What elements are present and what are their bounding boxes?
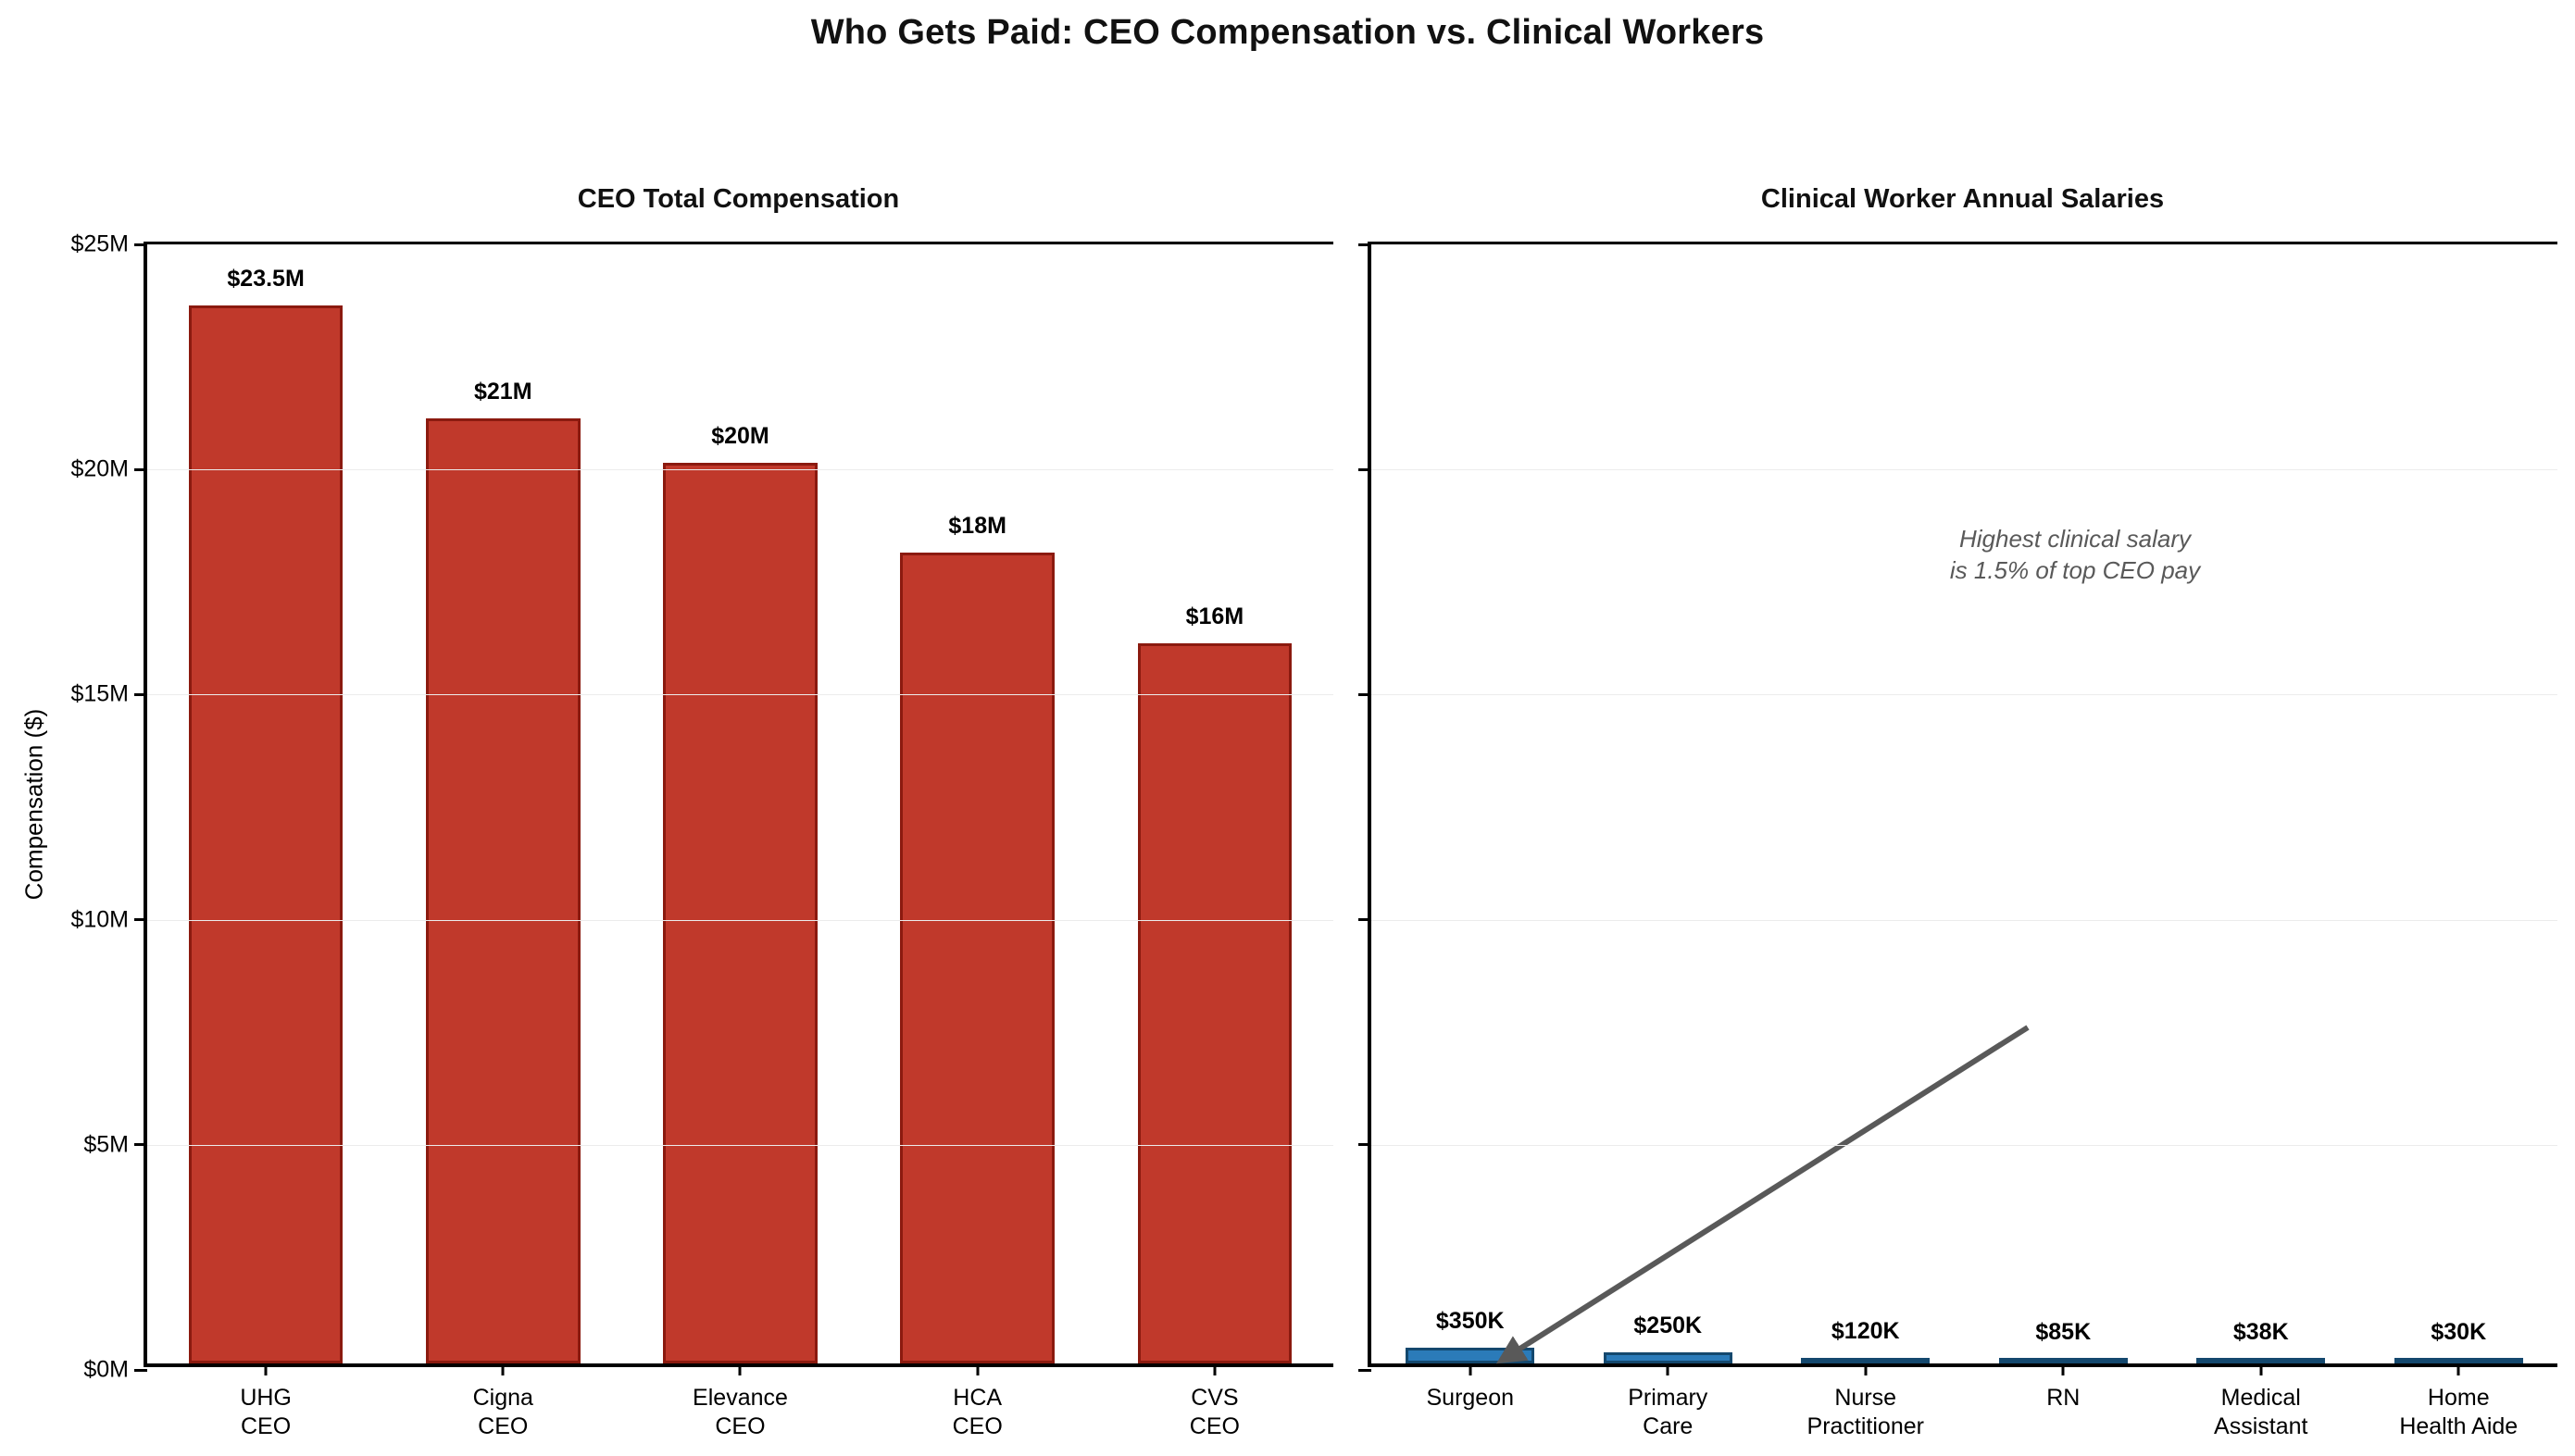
- bar-elevance-ceo[interactable]: [663, 463, 818, 1363]
- clinical-salaries-panel: Clinical Worker Annual Salaries $350K Sur…: [1358, 184, 2558, 1439]
- bar-slot: $23.5M UHG CEO: [147, 244, 384, 1439]
- bar-surgeon[interactable]: [1406, 1347, 1535, 1363]
- ceo-compensation-panel: CEO Total Compensation Compensation ($) …: [20, 184, 1333, 1439]
- x-tick-label: Medical Assistant: [2214, 1385, 2308, 1439]
- ceo-y-tick-mark: [134, 1368, 147, 1372]
- bar-primary-care[interactable]: [1603, 1351, 1732, 1363]
- x-tick-mark: [1213, 1363, 1217, 1375]
- gridline: [1371, 694, 2557, 696]
- clinical-y-tick-mark: [1358, 1143, 1371, 1147]
- bar-value-label: $350K: [1435, 1307, 1505, 1334]
- x-tick-label: RN: [2046, 1385, 2081, 1411]
- bar-medical-assistant[interactable]: [2196, 1358, 2326, 1363]
- bar-slot: $120K Nurse Practitioner: [1767, 244, 1965, 1439]
- gridline: [147, 919, 1333, 921]
- gridline: [1371, 1144, 2557, 1146]
- clinical-y-tick-mark: [1358, 467, 1371, 471]
- bar-value-label: $85K: [2035, 1319, 2092, 1345]
- clinical-y-tick-mark: [1358, 243, 1371, 246]
- bar-value-label: $38K: [2232, 1319, 2289, 1345]
- bar-slot: $38K Medical Assistant: [2162, 244, 2360, 1439]
- x-tick-mark: [738, 1363, 742, 1375]
- figure-suptitle: Who Gets Paid: CEO Compensation vs. Clin…: [810, 13, 1765, 52]
- bar-slot: $16M CVS CEO: [1096, 244, 1333, 1439]
- bar-home-health-aide[interactable]: [2394, 1358, 2523, 1363]
- x-tick-mark: [1666, 1363, 1669, 1375]
- ceo-y-axis-label: Compensation ($): [19, 708, 48, 901]
- clinical-y-tick-mark: [1358, 1368, 1371, 1372]
- x-tick-mark: [1469, 1363, 1472, 1375]
- x-tick-mark: [501, 1363, 505, 1375]
- ceo-y-tick-mark: [134, 243, 147, 246]
- bar-value-label: $250K: [1633, 1312, 1703, 1338]
- clinical-y-tick-mark: [1358, 692, 1371, 696]
- x-tick-mark: [2456, 1363, 2460, 1375]
- x-tick-label: Home Health Aide: [2399, 1385, 2519, 1439]
- bar-value-label: $21M: [474, 378, 532, 404]
- ceo-y-tick-label: $10M: [70, 906, 129, 933]
- ceo-bar-group: $23.5M UHG CEO $21M Cigna CEO $20M Elevance C…: [147, 244, 1333, 1439]
- bar-slot: $250K Primary Care: [1569, 244, 1768, 1439]
- ceo-y-tick-label: $25M: [70, 230, 129, 257]
- x-tick-mark: [1864, 1363, 1868, 1375]
- ceo-y-tick-label: $20M: [70, 455, 129, 482]
- clinical-plot-area: $350K Surgeon $250K Primary Care $120K Nurse …: [1358, 242, 2558, 1439]
- x-tick-mark: [2061, 1363, 2065, 1375]
- bar-slot: $21M Cigna CEO: [384, 244, 621, 1439]
- gridline: [147, 469, 1333, 471]
- ceo-y-tick-label: $5M: [83, 1131, 129, 1158]
- clinical-panel-title: Clinical Worker Annual Salaries: [1760, 184, 2165, 214]
- bar-slot: $350K Surgeon: [1371, 244, 1569, 1411]
- x-tick-label: CVS CEO: [1189, 1385, 1240, 1439]
- clinical-y-tick-mark: [1358, 918, 1371, 922]
- ceo-y-tick-mark: [134, 467, 147, 471]
- ceo-y-tick-mark: [134, 918, 147, 922]
- x-tick-label: HCA CEO: [952, 1385, 1003, 1439]
- gridline: [1371, 244, 2557, 245]
- x-tick-label: Surgeon: [1426, 1385, 1515, 1411]
- ceo-plot-area: $23.5M UHG CEO $21M Cigna CEO $20M Elevance C…: [70, 231, 1333, 1439]
- x-tick-label: UHG CEO: [240, 1385, 292, 1439]
- ceo-y-tick-label: $0M: [83, 1356, 129, 1383]
- gridline: [147, 244, 1333, 245]
- bar-value-label: $30K: [2431, 1319, 2487, 1345]
- x-tick-mark: [264, 1363, 268, 1375]
- x-tick-mark: [976, 1363, 980, 1375]
- bar-slot: $85K RN: [1965, 244, 2163, 1411]
- ceo-panel-title: CEO Total Compensation: [577, 184, 900, 214]
- clinical-bar-group: $350K Surgeon $250K Primary Care $120K Nurse …: [1371, 244, 2558, 1439]
- x-tick-mark: [2259, 1363, 2263, 1375]
- bar-cigna-ceo[interactable]: [426, 417, 581, 1363]
- bar-value-label: $20M: [711, 423, 769, 450]
- x-tick-label: Cigna CEO: [472, 1385, 533, 1439]
- gridline: [147, 694, 1333, 696]
- bar-value-label: $23.5M: [227, 265, 305, 292]
- bar-cvs-ceo[interactable]: [1137, 642, 1293, 1363]
- x-tick-label: Nurse Practitioner: [1806, 1385, 1924, 1439]
- gridline: [1371, 469, 2557, 471]
- bar-uhg-ceo[interactable]: [188, 305, 344, 1363]
- x-tick-label: Elevance CEO: [693, 1385, 788, 1439]
- ceo-y-tick-mark: [134, 692, 147, 696]
- ceo-y-tick-label: $15M: [70, 680, 129, 707]
- bar-slot: $18M HCA CEO: [859, 244, 1096, 1439]
- bar-hca-ceo[interactable]: [900, 553, 1055, 1363]
- bar-slot: $20M Elevance CEO: [621, 244, 858, 1439]
- clinical-annotation-text: Highest clinical salary is 1.5% of top C…: [1949, 525, 2201, 584]
- ceo-y-tick-mark: [134, 1143, 147, 1147]
- bar-value-label: $16M: [1185, 603, 1244, 629]
- bar-value-label: $120K: [1831, 1318, 1900, 1345]
- x-tick-label: Primary Care: [1628, 1385, 1708, 1439]
- bar-slot: $30K Home Health Aide: [2360, 244, 2558, 1439]
- bar-value-label: $18M: [948, 513, 1006, 540]
- gridline: [1371, 919, 2557, 921]
- gridline: [147, 1144, 1333, 1146]
